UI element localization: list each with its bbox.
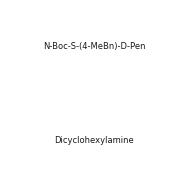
- Text: Dicyclohexylamine: Dicyclohexylamine: [54, 136, 134, 145]
- Text: N-Boc-S-(4-MeBn)-D-Pen: N-Boc-S-(4-MeBn)-D-Pen: [43, 42, 145, 51]
